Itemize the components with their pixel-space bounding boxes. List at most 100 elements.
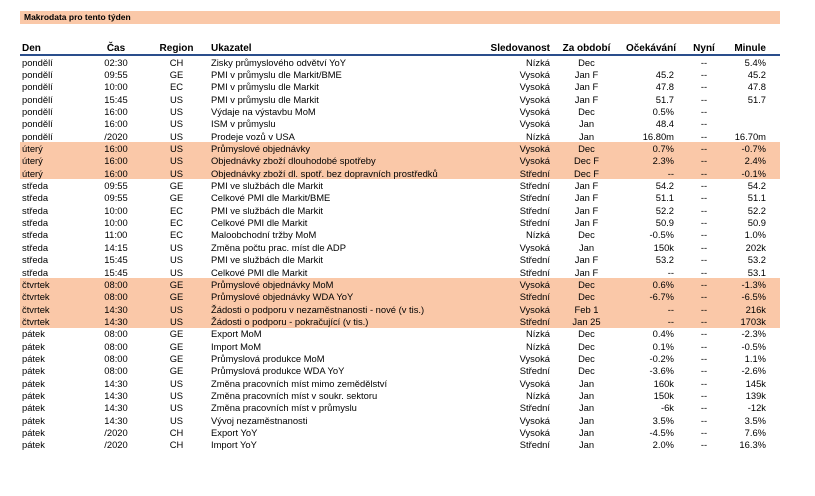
cell-actual: -- bbox=[700, 69, 708, 81]
table-row: pondělí 16:00 US Výdaje na výstavbu MoM Vyso… bbox=[20, 105, 780, 117]
cell-previous: -1.3% bbox=[724, 278, 780, 291]
cell-actual: -- bbox=[700, 352, 708, 364]
cell-expected: 0.4% bbox=[652, 328, 674, 340]
cell-region: US bbox=[169, 254, 184, 266]
header-day: Den bbox=[20, 40, 88, 56]
cell-region: US bbox=[169, 402, 184, 414]
cell-expected: -0.2% bbox=[649, 352, 675, 364]
cell-region: GE bbox=[144, 278, 209, 291]
cell-actual: -- bbox=[700, 414, 708, 426]
cell-day: pátek bbox=[22, 328, 45, 340]
cell-expected: -- bbox=[619, 302, 684, 316]
cell-previous: 3.5% bbox=[744, 414, 766, 426]
cell-day: pondělí bbox=[22, 69, 53, 81]
cell-region: US bbox=[169, 118, 184, 130]
cell-period: Jan bbox=[578, 402, 595, 414]
cell-previous: 52.2 bbox=[747, 204, 766, 216]
cell-previous: 1.1% bbox=[744, 352, 766, 364]
table-row: pondělí 15:45 US PMI v průmyslu dle Markit V… bbox=[20, 93, 780, 105]
cell-day: pátek bbox=[22, 340, 45, 352]
cell-day: pátek bbox=[22, 389, 45, 401]
cell-expected: 0.1% bbox=[652, 340, 674, 352]
table-row: úterý 16:00 US Průmyslové objednávky Vysoká D… bbox=[20, 142, 780, 155]
cell-importance: Nízká bbox=[526, 340, 550, 352]
cell-indicator: PMI v průmyslu dle Markit bbox=[211, 93, 319, 105]
header-row: Den Čas Region Ukazatel Sledovanost Za o… bbox=[20, 40, 780, 56]
cell-region: US bbox=[169, 93, 184, 105]
cell-day: pátek bbox=[22, 426, 45, 438]
cell-actual: -- bbox=[684, 278, 724, 291]
cell-day: středa bbox=[22, 229, 49, 241]
cell-time: 09:55 bbox=[104, 180, 128, 192]
header-indicator: Ukazatel bbox=[209, 40, 484, 56]
cell-indicator: PMI ve službách dle Markit bbox=[211, 180, 324, 192]
cell-actual: -- bbox=[700, 180, 708, 192]
table-row: středa 15:45 US PMI ve službách dle Markit S… bbox=[20, 254, 780, 266]
cell-previous: 53.1 bbox=[747, 266, 766, 278]
cell-time: 08:00 bbox=[104, 365, 128, 377]
cell-actual: -- bbox=[684, 154, 724, 168]
cell-time: 16:00 bbox=[88, 154, 144, 168]
cell-region: GE bbox=[144, 290, 209, 303]
cell-day: pátek bbox=[22, 414, 45, 426]
header-period: Za období bbox=[554, 40, 619, 56]
cell-period: Jan F bbox=[574, 69, 599, 81]
cell-region: US bbox=[144, 315, 209, 328]
header-expected: Očekávání bbox=[619, 40, 684, 56]
cell-time: 16:00 bbox=[88, 167, 144, 180]
cell-day: středa bbox=[22, 266, 49, 278]
table-row: pondělí 16:00 US ISM v průmyslu Vysoká Jan 48.… bbox=[20, 118, 780, 130]
table-row: pátek 14:30 US Změna pracovních míst v souk… bbox=[20, 389, 780, 401]
cell-importance: Střední bbox=[519, 402, 550, 414]
cell-importance: Střední bbox=[484, 315, 554, 328]
cell-previous: -6.5% bbox=[724, 290, 780, 303]
header-previous: Minule bbox=[724, 40, 780, 56]
cell-region: US bbox=[144, 302, 209, 316]
cell-importance: Nízká bbox=[526, 328, 550, 340]
cell-importance: Střední bbox=[484, 167, 554, 180]
cell-indicator: Import YoY bbox=[211, 439, 257, 451]
cell-day: pátek bbox=[22, 402, 45, 414]
cell-expected: 160k bbox=[653, 377, 674, 389]
cell-previous: -0.5% bbox=[741, 340, 767, 352]
cell-period: Dec bbox=[578, 365, 595, 377]
cell-indicator: Změna pracovních míst v soukr. sektoru bbox=[211, 389, 378, 401]
cell-time: 14:30 bbox=[104, 414, 128, 426]
cell-importance: Vysoká bbox=[519, 414, 550, 426]
cell-period: Dec F bbox=[554, 154, 619, 168]
cell-expected: -- bbox=[619, 315, 684, 328]
table-row: pátek 08:00 GE Průmyslová produkce WDA YoY S… bbox=[20, 365, 780, 377]
cell-region: EC bbox=[169, 229, 184, 241]
cell-time: 14:15 bbox=[104, 241, 128, 253]
cell-previous: -0.1% bbox=[724, 167, 780, 180]
cell-period: Jan bbox=[578, 241, 595, 253]
cell-indicator: ISM v průmyslu bbox=[211, 118, 276, 130]
cell-expected: 2.3% bbox=[619, 154, 684, 168]
cell-indicator: PMI ve službách dle Markit bbox=[211, 254, 324, 266]
cell-previous: 1.0% bbox=[744, 229, 766, 241]
cell-actual: -- bbox=[700, 389, 708, 401]
cell-importance: Vysoká bbox=[519, 352, 550, 364]
cell-indicator: Změna počtu prac. míst dle ADP bbox=[211, 241, 346, 253]
cell-day: čtvrtek bbox=[20, 315, 88, 328]
cell-time: 15:45 bbox=[104, 93, 128, 105]
cell-indicator: PMI v průmyslu dle Markit/BME bbox=[211, 69, 342, 81]
cell-time: 16:00 bbox=[104, 106, 128, 118]
cell-time: 10:00 bbox=[104, 204, 128, 216]
cell-day: středa bbox=[22, 217, 49, 229]
cell-expected: 2.0% bbox=[652, 439, 674, 451]
cell-importance: Střední bbox=[519, 365, 550, 377]
cell-period: Dec bbox=[554, 142, 619, 155]
cell-day: úterý bbox=[20, 167, 88, 180]
cell-region: GE bbox=[169, 180, 184, 192]
cell-previous: -0.7% bbox=[724, 142, 780, 155]
cell-indicator: Změna pracovních míst mimo zemědělství bbox=[211, 377, 388, 389]
cell-importance: Střední bbox=[519, 439, 550, 451]
cell-actual: -- bbox=[700, 402, 708, 414]
table-row: pátek 14:30 US Změna pracovních míst v prům… bbox=[20, 402, 780, 414]
cell-expected: 50.9 bbox=[655, 217, 674, 229]
cell-indicator: PMI v průmyslu dle Markit bbox=[211, 81, 319, 93]
cell-expected: 51.1 bbox=[655, 192, 674, 204]
cell-indicator: Průmyslové objednávky WDA YoY bbox=[209, 290, 484, 303]
cell-expected: -3.6% bbox=[649, 365, 675, 377]
